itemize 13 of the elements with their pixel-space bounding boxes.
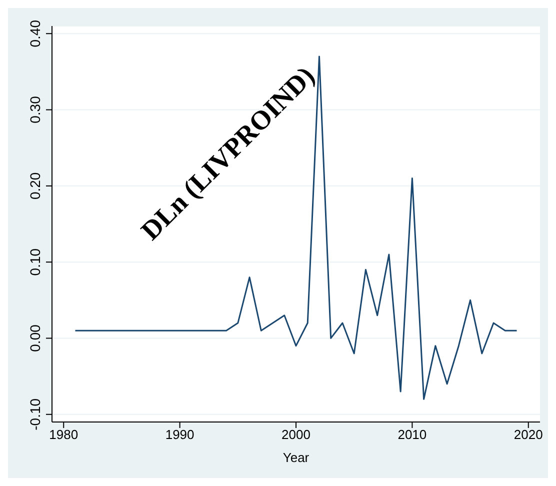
y-tick-label: -0.10 (27, 398, 43, 430)
x-axis-title: Year (282, 450, 310, 465)
x-tick-label: 1980 (49, 427, 78, 442)
x-tick-label: 1990 (165, 427, 194, 442)
x-tick-label: 2020 (514, 427, 543, 442)
y-tick-label: 0.20 (27, 172, 43, 200)
y-tick-label: 0.10 (27, 248, 43, 276)
x-tick-label: 2010 (398, 427, 427, 442)
y-tick-label: 0.00 (27, 324, 43, 352)
y-tick-label: 0.30 (27, 96, 43, 124)
x-tick-label: 2000 (282, 427, 310, 442)
y-tick-label: 0.40 (27, 20, 43, 48)
line-series (74, 56, 518, 400)
